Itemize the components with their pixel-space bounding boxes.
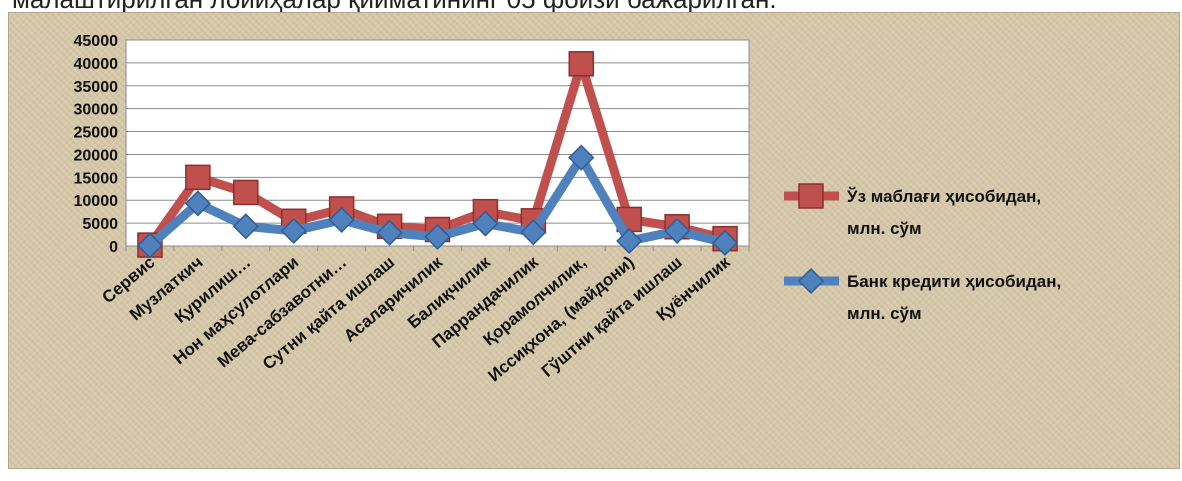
diamond-marker: [184, 190, 211, 217]
y-tick-label: 20000: [74, 147, 119, 164]
square-marker: [185, 164, 211, 191]
diamond-marker: [136, 232, 164, 259]
y-tick-label: 10000: [74, 193, 119, 210]
y-axis-tick-labels: 0 5000 10000 15000 20000 25000 30000 35000 40000…: [74, 33, 119, 256]
diamond-marker: [424, 223, 451, 250]
diamond-marker: [328, 206, 355, 233]
y-tick-label: 45000: [74, 33, 119, 50]
legend-label: Ўз маблағи ҳисобидан,: [846, 186, 1041, 206]
line-chart: 0 5000 10000 15000 20000 25000 30000 35000 40000…: [74, 33, 1062, 385]
y-tick-label: 15000: [74, 170, 119, 187]
page-caption: малаштирилган лойиҳалар қийматининг 05 ф…: [0, 0, 1182, 14]
gridlines: [125, 39, 750, 251]
legend-label: млн. сўм: [847, 219, 922, 238]
chart-container: 0 5000 10000 15000 20000 25000 30000 35000 40000…: [8, 12, 1180, 469]
legend-entry: Ўз маблағи ҳисобидан, млн. сўм: [784, 183, 1041, 238]
diamond-marker: [616, 227, 643, 255]
y-tick-label: 0: [109, 239, 118, 256]
series-group: [136, 51, 739, 259]
legend-label: млн. сўм: [847, 304, 922, 323]
square-marker: [233, 179, 259, 206]
plot-area: [125, 39, 750, 247]
legend-label: Банк кредити ҳисобидан,: [847, 272, 1061, 291]
diamond-marker: [664, 217, 691, 244]
diamond-marker: [280, 217, 307, 244]
legend-entry: Банк кредити ҳисобидан, млн. сўм: [784, 267, 1061, 323]
series-bank-credit: [136, 144, 739, 259]
y-tick-label: 5000: [82, 216, 118, 233]
square-marker: [568, 51, 595, 77]
diamond-marker: [711, 229, 739, 256]
y-tick-label: 35000: [74, 79, 119, 96]
square-marker: [798, 183, 824, 209]
diamond-marker: [376, 219, 403, 246]
diamond-marker: [520, 219, 547, 246]
diamond-marker: [568, 144, 595, 171]
y-tick-label: 25000: [74, 125, 119, 142]
diamond-marker: [232, 213, 259, 240]
y-tick-label: 30000: [74, 102, 119, 119]
diamond-marker: [797, 267, 825, 295]
y-tick-label: 40000: [74, 56, 119, 73]
diamond-marker: [472, 210, 499, 237]
